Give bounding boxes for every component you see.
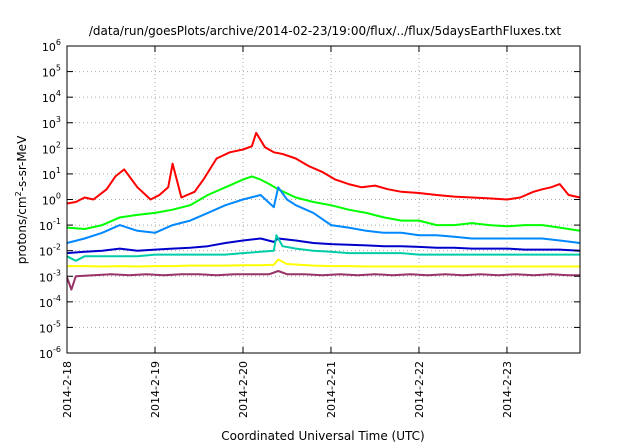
y-tick-label: 10-3	[39, 268, 61, 284]
y-tick-exp: 3	[56, 115, 61, 124]
y-tick-base: 10	[42, 118, 56, 131]
y-tick-base: 10	[42, 67, 56, 80]
y-tick-base: 10	[42, 41, 56, 54]
y-tick-base: 10	[39, 246, 53, 259]
y-tick-label: 106	[42, 38, 61, 54]
x-tick-label: 2014-2-21	[325, 361, 338, 418]
y-tick-exp: -6	[53, 345, 61, 354]
y-tick-base: 10	[39, 271, 53, 284]
y-tick-base: 10	[42, 92, 56, 105]
series-line-5	[66, 234, 580, 262]
y-tick-exp: 0	[56, 192, 61, 201]
y-tick-exp: -2	[53, 243, 61, 252]
x-axis-label: Coordinated Universal Time (UTC)	[221, 429, 424, 443]
y-tick-exp: 5	[56, 64, 61, 73]
y-tick-label: 102	[42, 140, 61, 156]
series-line-4	[66, 237, 581, 255]
x-tick-label: 2014-2-23	[501, 361, 514, 418]
y-tick-exp: 4	[56, 89, 61, 98]
x-tick-label: 2014-2-22	[413, 361, 426, 418]
y-tick-label: 105	[42, 64, 61, 80]
x-tick-label: 2014-2-20	[237, 361, 250, 418]
y-tick-label: 10-2	[39, 243, 61, 259]
y-tick-label: 103	[42, 115, 61, 131]
y-tick-base: 10	[42, 169, 56, 182]
y-tick-base: 10	[39, 297, 53, 310]
y-tick-exp: -3	[53, 268, 61, 277]
y-axis-label-main: protons/cm	[15, 196, 29, 264]
y-tick-exp: -4	[53, 294, 61, 303]
y-tick-base: 10	[39, 322, 53, 335]
series-line-6	[67, 258, 580, 268]
y-axis-label-sup: 2	[14, 191, 23, 196]
chart-title: /data/run/goesPlots/archive/2014-02-23/1…	[89, 24, 562, 38]
series-line-2	[66, 175, 581, 232]
y-axis-label: protons/cm2-s-sr-MeV	[14, 135, 29, 264]
x-axis: 2014-2-18 2014-2-19 2014-2-20 2014-2-21 2014…	[61, 46, 514, 418]
y-tick-base: 10	[42, 143, 56, 156]
y-tick-base: 10	[42, 195, 56, 208]
y-tick-label: 104	[42, 89, 61, 105]
series-line-1	[66, 131, 581, 205]
y-tick-base: 10	[39, 220, 53, 233]
y-tick-exp: -1	[53, 217, 61, 226]
y-tick-exp: 6	[56, 38, 61, 47]
y-axis-label-rest: -s-sr-MeV	[15, 135, 29, 191]
series-line-3	[66, 186, 581, 244]
x-tick-label: 2014-2-18	[61, 361, 74, 418]
y-tick-label: 10-6	[39, 345, 61, 361]
y-tick-base: 10	[39, 348, 53, 361]
y-tick-exp: -5	[53, 319, 61, 328]
y-tick-label: 10-1	[39, 217, 61, 233]
series-group	[66, 131, 581, 291]
x-tick-label: 2014-2-19	[149, 361, 162, 418]
y-tick-label: 10-5	[39, 319, 61, 335]
y-tick-label: 100	[42, 192, 61, 208]
y-tick-label: 101	[42, 166, 61, 182]
y-axis: 10610510410310210110010-110-210-310-410-…	[39, 38, 580, 361]
y-tick-exp: 1	[56, 166, 61, 175]
series-line-7	[66, 270, 580, 291]
y-tick-label: 10-4	[39, 294, 61, 310]
y-tick-exp: 2	[56, 140, 61, 149]
